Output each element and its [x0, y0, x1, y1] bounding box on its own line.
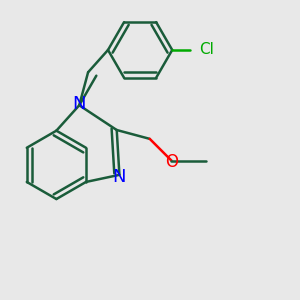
Text: O: O [166, 153, 178, 171]
Text: N: N [113, 168, 126, 186]
Text: N: N [73, 95, 86, 113]
Text: Cl: Cl [200, 42, 214, 57]
